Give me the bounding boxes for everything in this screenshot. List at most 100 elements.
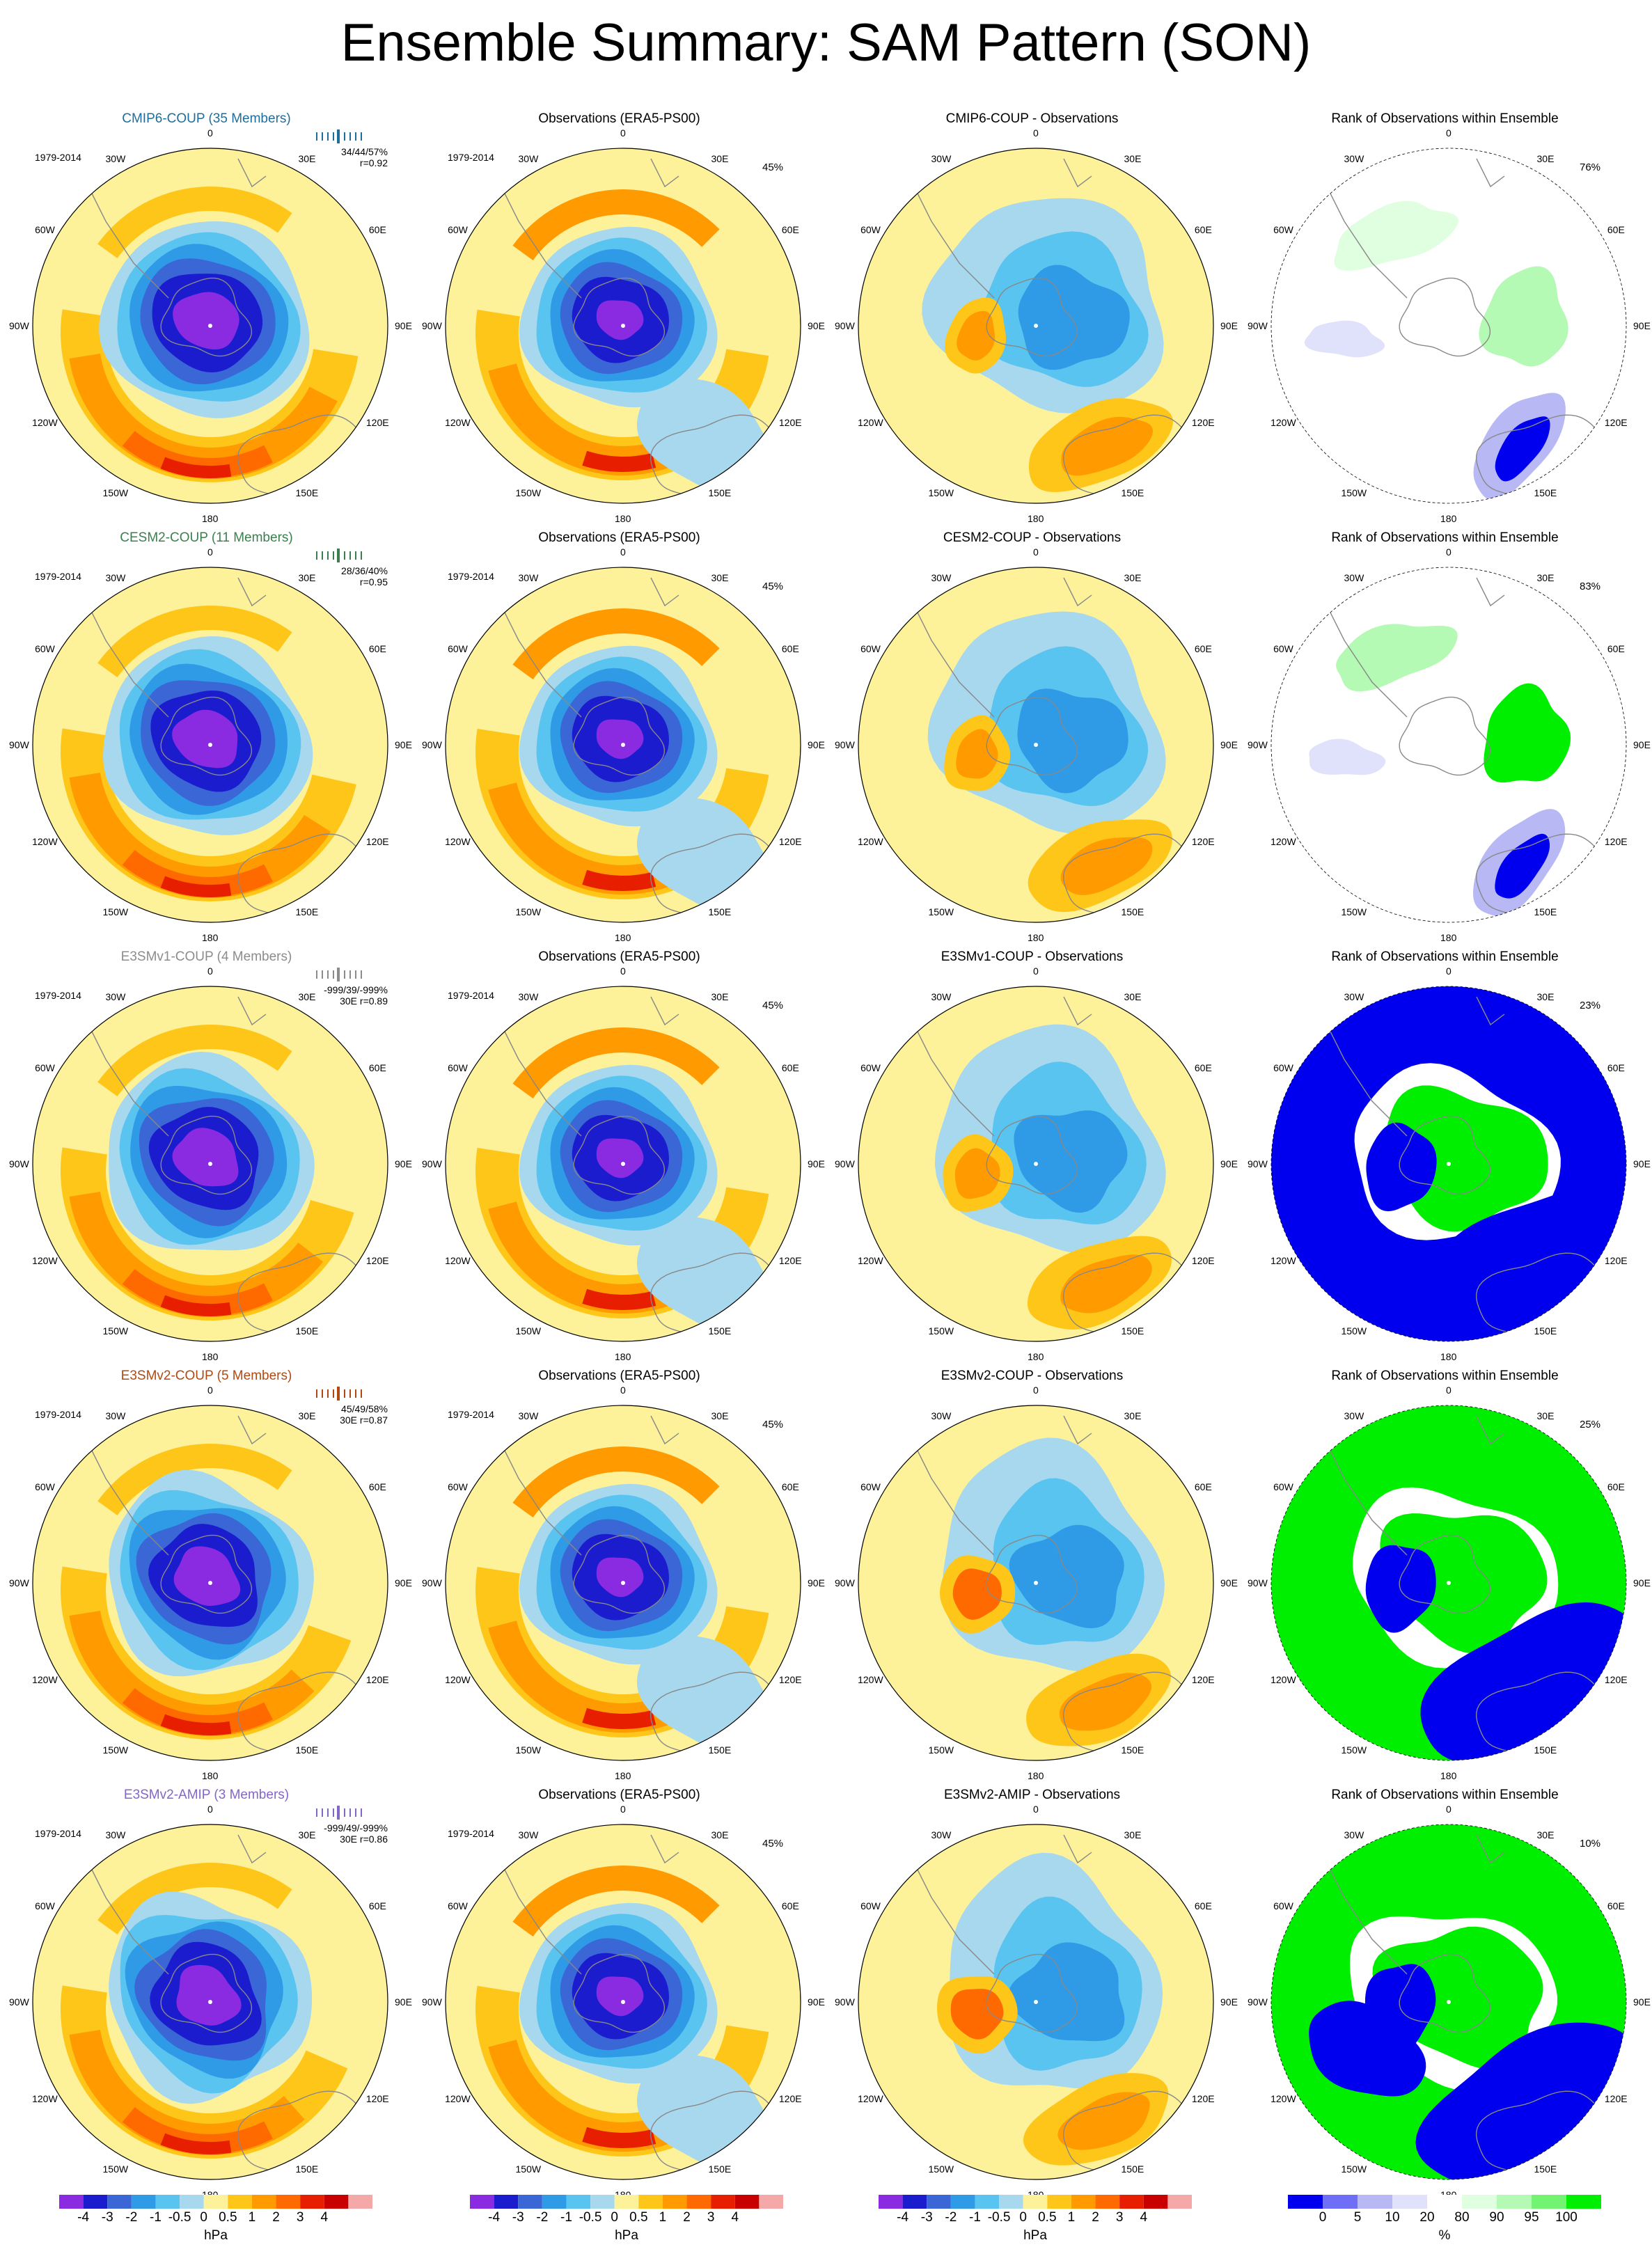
panel-title: CMIP6-COUP - Observations [945,111,1119,126]
variance-stat: 45/49/58% 30E r=0.87 [340,1403,388,1426]
lon-label: 150E [1121,1744,1144,1756]
lon-label: 150W [515,906,542,917]
member-tick [355,1808,356,1817]
polar-map [445,986,801,1342]
period-label: 1979-2014 [448,990,494,1001]
lon-label: 0 [1446,546,1452,558]
lon-label: 180 [615,932,631,943]
polar-map [1271,1405,1627,1761]
lon-label: 90E [808,739,825,750]
map-border [445,567,801,923]
rank-pct: 23% [1580,1000,1601,1011]
variance-pct: 45% [762,161,784,173]
lon-label: 180 [202,1770,219,1781]
antarctica-coast [986,277,1078,357]
map-field [33,1824,388,2179]
lon-label: 30E [1124,991,1142,1003]
lon-label: 30W [518,572,539,584]
rank-low-south-core [1495,833,1550,899]
colorbar-swatch [251,2195,276,2209]
member-tick [316,551,317,560]
member-tick [355,132,356,141]
lon-label: 120E [365,835,389,847]
lon-label: 150E [295,906,319,917]
south-pole-marker [621,2000,625,2004]
lon-label: 30W [931,572,952,584]
lon-label: 60W [1273,642,1293,654]
colorbar-swatch [59,2195,84,2209]
colorbar-swatch [1095,2195,1120,2209]
negative-contour-5 [596,1557,644,1598]
colorbar-swatch [927,2195,951,2209]
variance-range: -999/39/-999% [324,984,388,995]
panel-rank-row3: Rank of Observations within Ensemble 25% 0… [1238,1369,1651,1788]
lon-label: 150W [928,1325,954,1336]
lon-label: 30W [1344,1829,1364,1841]
polar-map [858,986,1214,1342]
negative-region-1 [1009,1524,1124,1629]
colorbar-tick: 0 [611,2210,618,2225]
lon-label: 60W [448,1900,468,1911]
panel-rank-row4: Rank of Observations within Ensemble 10% 0… [1238,1788,1651,2207]
lon-label: 90W [1248,739,1268,750]
lon-label: 0 [1446,127,1452,139]
lon-label: 60E [781,1481,799,1492]
lon-label: 90W [9,739,29,750]
lon-label: 30E [711,1829,729,1841]
lon-label: 120W [445,1673,471,1685]
colorbar-rank: 0 5 10 20 80 90 95 100% [1288,2195,1601,2244]
lon-label: 30E [298,153,316,165]
africa-coast [650,1834,679,1864]
colorbar-tick: 1 [659,2210,667,2225]
lon-label: 0 [1446,1804,1452,1815]
lon-label: 60W [860,642,881,654]
lon-label: 30W [931,1410,952,1422]
positive-band-3 [160,1714,232,1735]
variance-stat: 28/36/40% r=0.95 [341,565,388,588]
member-tick [344,1389,345,1398]
panel-title: Observations (ERA5-PS00) [538,1788,700,1802]
lon-label: 150E [295,2163,319,2175]
lon-label: 60E [368,642,386,654]
lon-label: 150E [1534,487,1557,498]
lon-label: 60E [1194,642,1212,654]
panel-obs-row2: Observations (ERA5-PS00) 1979-2014 45% 0 30E… [413,949,826,1369]
lon-label: 30E [1124,1829,1142,1841]
variance-pct: 45% [762,581,784,592]
map-field [1271,567,1626,922]
lon-label: 150E [1534,1325,1557,1336]
lon-label: 180 [1028,1351,1044,1362]
lon-label: 0 [1033,1804,1039,1815]
lon-label: 0 [620,1804,626,1815]
antarctica-coast [986,696,1078,776]
period-label: 1979-2014 [35,1409,81,1420]
colorbar-tick: 4 [731,2210,739,2225]
south-america-coast [1323,179,1408,299]
map-field [858,986,1213,1341]
south-america-coast [497,1855,582,1975]
period-label: 1979-2014 [448,1828,494,1839]
member-tick [327,132,329,141]
positive-lobe-south-core [1057,2092,1150,2150]
colorbar-swatch [662,2195,687,2209]
lon-label: 90W [9,1577,29,1588]
lon-label: 120W [32,1254,58,1266]
colorbar-swatch [902,2195,927,2209]
lon-label: 60W [448,642,468,654]
positive-band-3 [582,1288,656,1310]
negative-contour-5 [173,1546,241,1606]
antarctica-coast [1399,1115,1491,1195]
colorbar-swatch [107,2195,132,2209]
south-america-coast [84,179,169,299]
map-border [32,1405,388,1761]
colorbar-tick: 3 [707,2210,715,2225]
panel-title: Observations (ERA5-PS00) [538,530,700,545]
member-tick [333,970,334,979]
lon-label: 90E [1633,1996,1651,2008]
lon-label: 0 [620,965,626,977]
colorbar-tick: 20 [1419,2210,1434,2225]
variance-stat: -999/39/-999% 30E r=0.89 [324,984,388,1007]
lon-label: 90E [1220,739,1238,750]
colorbar-tick: 95 [1524,2210,1539,2225]
lon-label: 30W [931,991,952,1003]
